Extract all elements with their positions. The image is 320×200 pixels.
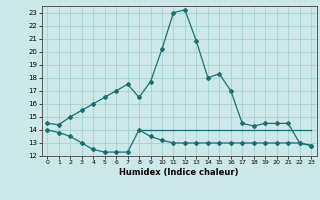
- X-axis label: Humidex (Indice chaleur): Humidex (Indice chaleur): [119, 168, 239, 177]
